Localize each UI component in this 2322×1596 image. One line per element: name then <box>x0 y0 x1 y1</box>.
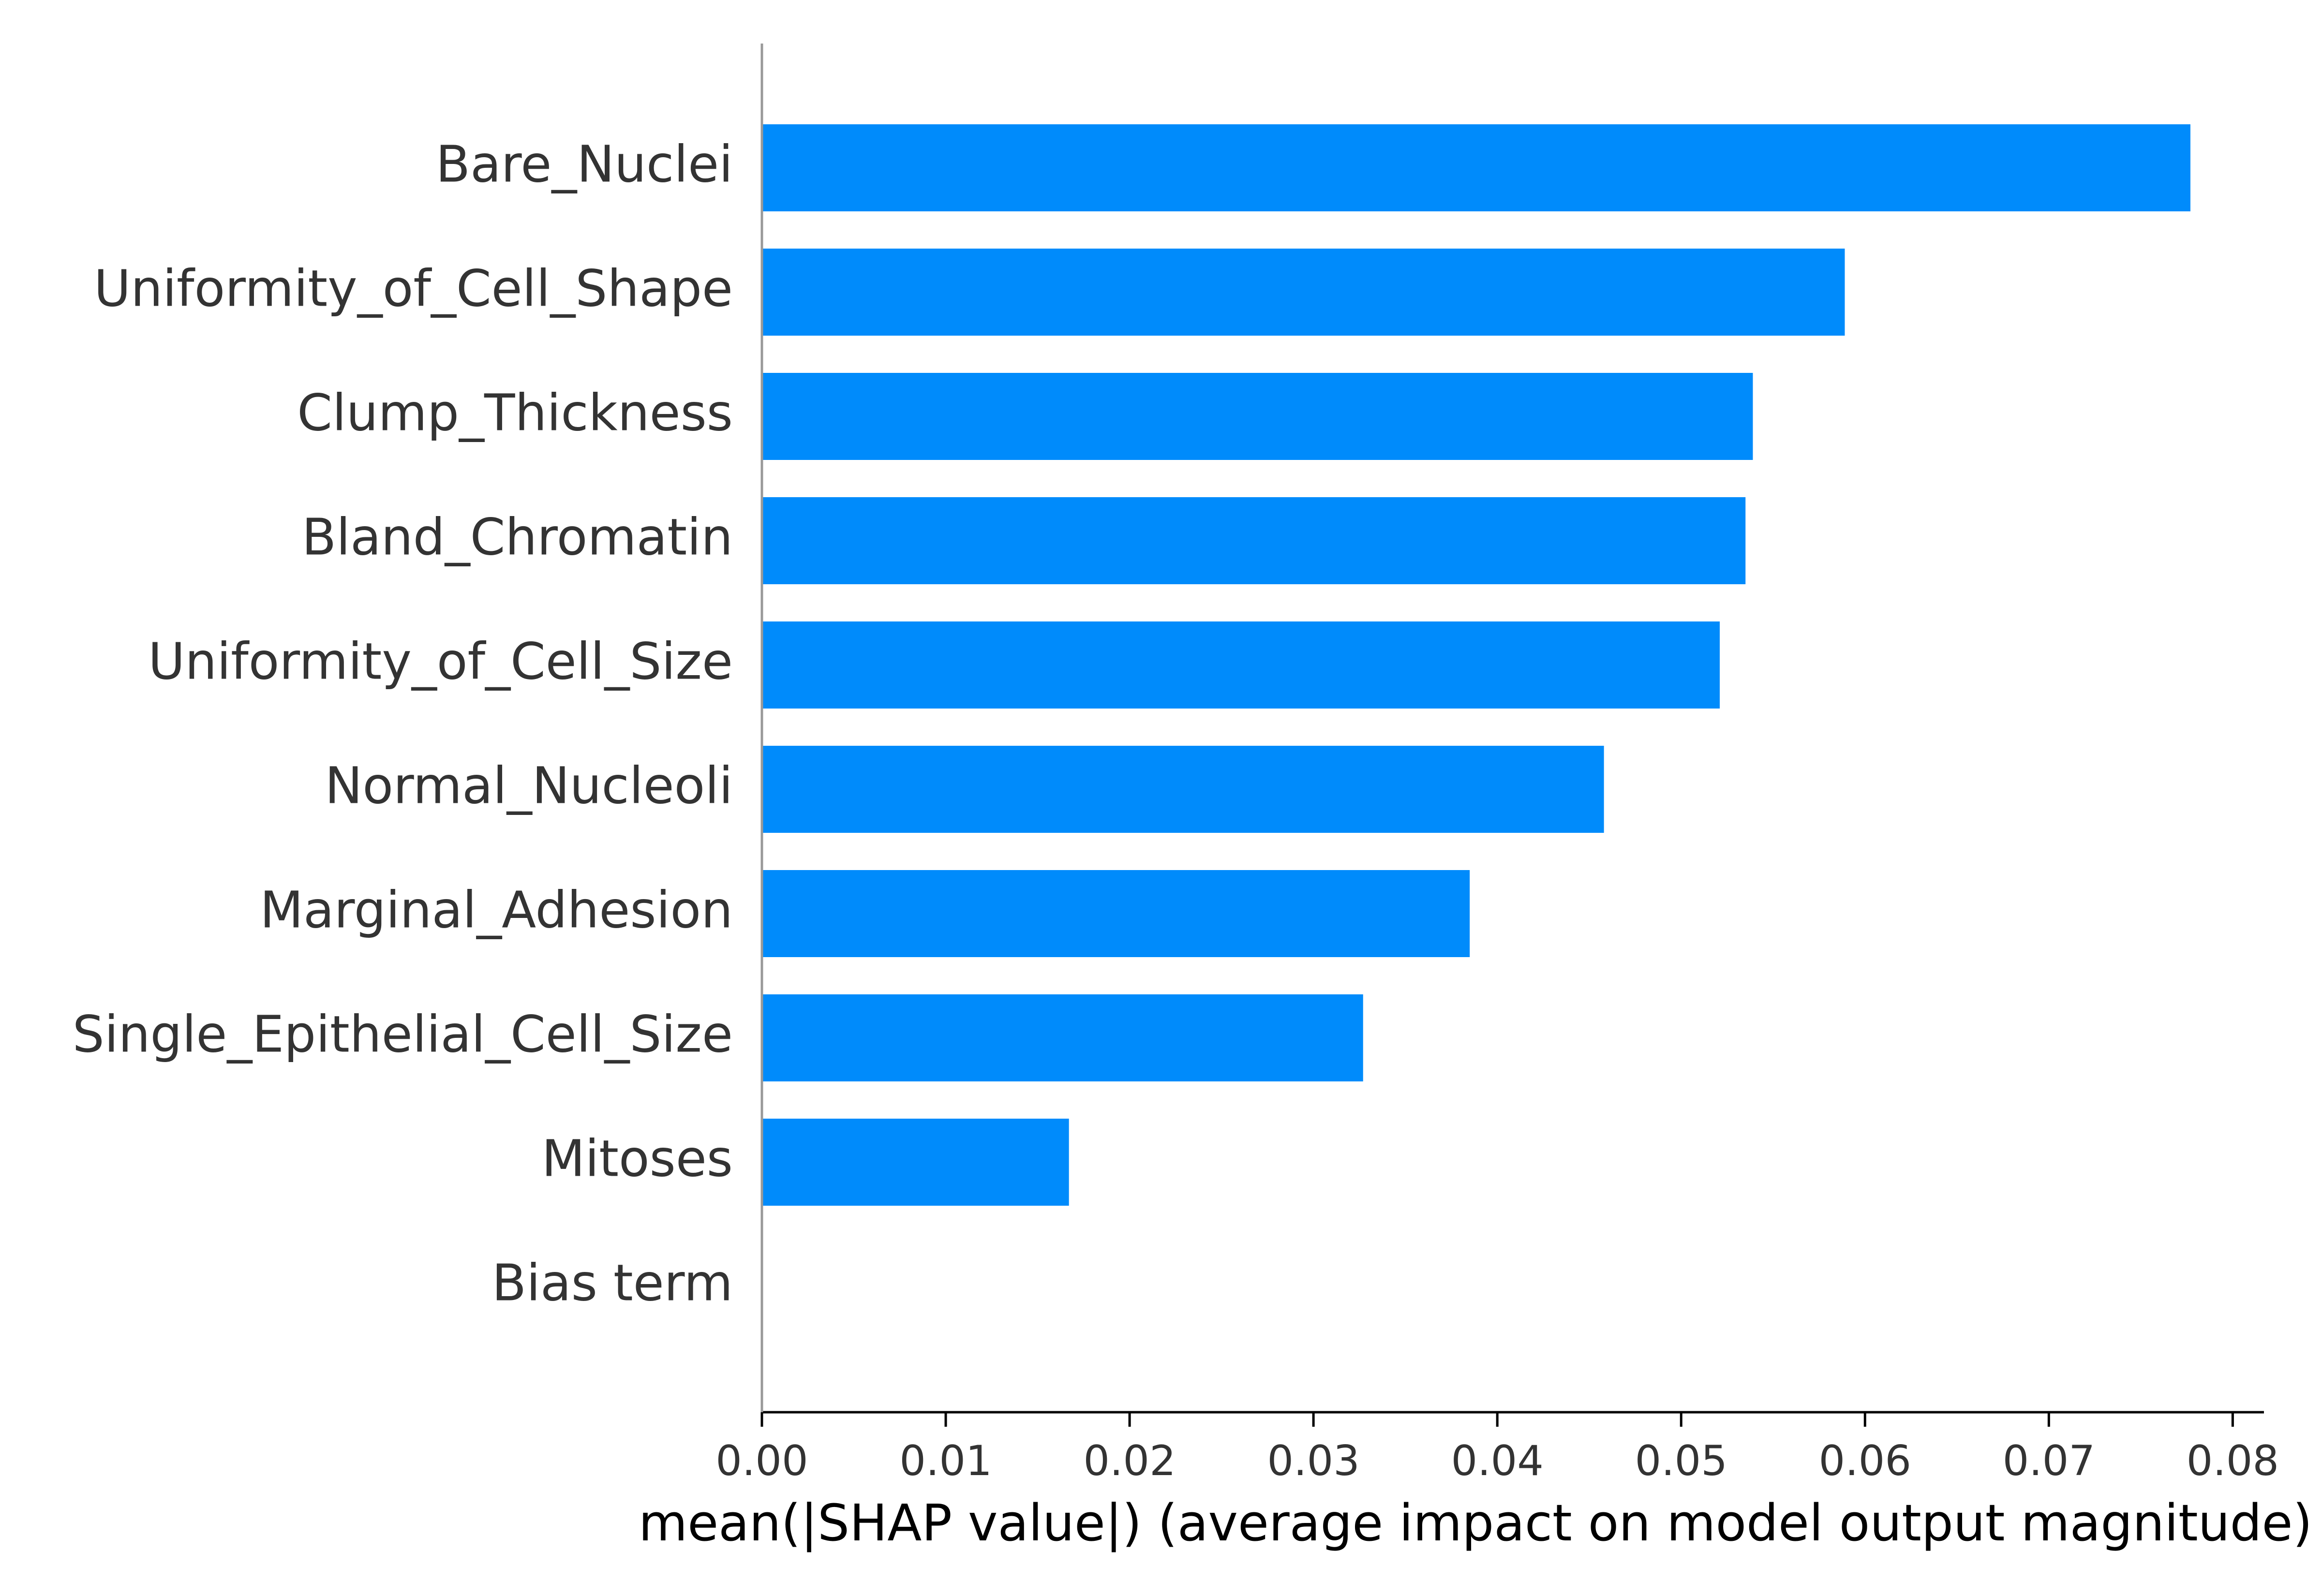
y-tick-labels: Bare_Nuclei Uniformity_of_Cell_Shape Clump… <box>73 134 733 1312</box>
bar-single-epithelial-cell-size <box>762 994 1363 1081</box>
y-tick-label: Bare_Nuclei <box>436 134 733 193</box>
y-tick-label: Bland_Chromatin <box>302 507 733 566</box>
y-tick-label: Bias term <box>492 1253 733 1312</box>
bar-marginal-adhesion <box>762 870 1470 957</box>
y-tick-label: Uniformity_of_Cell_Size <box>148 632 733 691</box>
bar-bland-chromatin <box>762 497 1746 584</box>
bar-mitoses <box>762 1119 1069 1206</box>
y-tick-label: Clump_Thickness <box>297 383 733 442</box>
x-tick-label: 0.05 <box>1635 1437 1727 1485</box>
x-tick-label: 0.03 <box>1267 1437 1359 1485</box>
y-tick-label: Marginal_Adhesion <box>260 880 733 939</box>
bar-normal-nucleoli <box>762 746 1604 833</box>
y-tick-label: Mitoses <box>542 1129 733 1188</box>
x-tick-label: 0.04 <box>1451 1437 1543 1485</box>
bar-uniformity-of-cell-size <box>762 621 1720 709</box>
x-tick-label: 0.02 <box>1083 1437 1176 1485</box>
x-tick-label: 0.01 <box>899 1437 992 1485</box>
x-tick-label: 0.06 <box>1819 1437 1911 1485</box>
x-axis-label: mean(|SHAP value|) (average impact on mo… <box>639 1493 2312 1552</box>
x-tick-label: 0.07 <box>2003 1437 2095 1485</box>
bar-bare-nuclei <box>762 124 2190 211</box>
bar-clump-thickness <box>762 373 1753 460</box>
bars-group <box>762 124 2190 1206</box>
y-tick-label: Uniformity_of_Cell_Shape <box>94 259 733 318</box>
x-tick-label: 0.00 <box>715 1437 808 1485</box>
bar-uniformity-of-cell-shape <box>762 249 1845 336</box>
x-axis: 0.00 0.01 0.02 0.03 0.04 0.05 0.06 0.07 0.08 <box>715 1411 2279 1485</box>
x-tick-label: 0.08 <box>2187 1437 2279 1485</box>
y-tick-label: Normal_Nucleoli <box>325 756 733 815</box>
y-tick-label: Single_Epithelial_Cell_Size <box>73 1005 733 1064</box>
